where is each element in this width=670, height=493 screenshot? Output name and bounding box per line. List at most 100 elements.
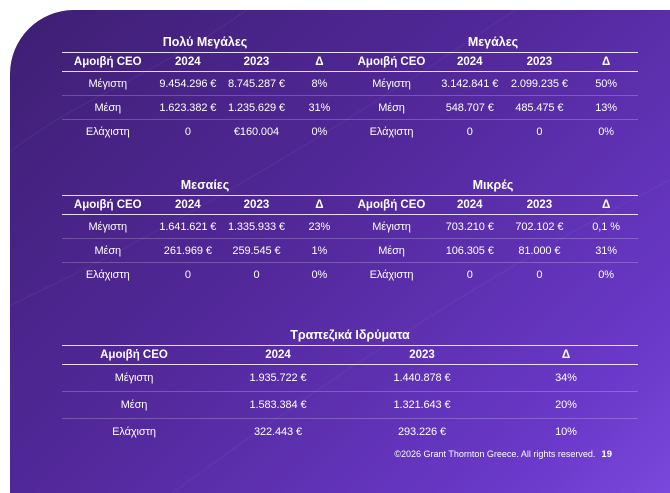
table-row: Μέση 548.707 € 485.475 € 13% <box>348 95 638 120</box>
column-header: Αμοιβή CEO <box>348 53 435 72</box>
table-row: Ελάχιστη 322.443 € 293.226 € 10% <box>62 419 638 446</box>
cell-2024: 322.443 € <box>253 426 303 438</box>
table-row: Μέγιστη 9.454.296 € 8.745.287 € 8% <box>62 71 348 96</box>
cell-2023: 8.745.287 € <box>222 71 291 96</box>
column-header: Δ <box>494 346 638 365</box>
cell-2023: 0 <box>536 268 543 281</box>
cell-2023: 485.475 € <box>504 95 575 120</box>
table-title: Τραπεζικά Ιδρύματα <box>62 325 638 346</box>
cell-2024: 1.583.384 € <box>206 391 350 419</box>
cell-2023: 259.545 € <box>222 238 291 263</box>
table-row: Ελάχιστη 0 0 0% <box>348 263 638 287</box>
table-title: Μεγάλες <box>348 32 638 53</box>
data-table: Αμοιβή CEO 2024 2023 Δ Μέγιστη 3.142.841… <box>348 53 638 143</box>
table-row: Μέση 1.623.382 € 1.235.629 € 31% <box>62 95 348 120</box>
header-row: Αμοιβή CEO 2024 2023 Δ <box>62 196 348 215</box>
row-label: Ελάχιστη <box>85 268 130 281</box>
column-header: 2024 <box>435 53 505 72</box>
column-header: 2023 <box>504 53 575 72</box>
column-header: 2024 <box>153 196 223 215</box>
table-row: Ελάχιστη 0 0 0% <box>348 120 638 144</box>
cell-2024: 0 <box>466 268 473 281</box>
column-header: Αμοιβή CEO <box>348 196 435 215</box>
row-label: Ελάχιστη <box>369 125 414 138</box>
table-medium: Μεσαίες Αμοιβή CEO 2024 2023 Δ Μέγιστη 1… <box>62 175 348 286</box>
cell-delta: 1% <box>290 238 348 263</box>
column-header: Αμοιβή CEO <box>62 346 206 365</box>
table-title: Πολύ Μεγάλες <box>62 32 348 53</box>
data-table: Αμοιβή CEO 2024 2023 Δ Μέγιστη 703.210 €… <box>348 196 638 286</box>
table-row: Μέγιστη 3.142.841 € 2.099.235 € 50% <box>348 71 638 96</box>
row-label: Ελάχιστη <box>112 426 156 438</box>
cell-delta: 0,1 % <box>574 214 638 239</box>
column-header: 2024 <box>153 53 223 72</box>
cell-delta: 23% <box>290 214 348 239</box>
cell-delta: 34% <box>494 364 638 392</box>
data-table: Αμοιβή CEO 2024 2023 Δ Μέγιστη 9.454.296… <box>62 53 348 143</box>
table-row: Ελάχιστη 0 €160.004 0% <box>62 120 348 144</box>
column-header: Δ <box>574 196 638 215</box>
cell-2024: 548.707 € <box>435 95 505 120</box>
table-large: Μεγάλες Αμοιβή CEO 2024 2023 Δ Μέγιστη 3… <box>348 32 638 143</box>
cell-delta: 31% <box>290 95 348 120</box>
cell-delta: 31% <box>574 238 638 263</box>
row-label: Μέγιστη <box>348 214 435 239</box>
cell-2024: 1.623.382 € <box>153 95 223 120</box>
cell-2024: 1.935.722 € <box>206 364 350 392</box>
row-label: Μέση <box>62 391 206 419</box>
page-number: 19 <box>601 449 612 460</box>
table-row: Μέγιστη 1.641.621 € 1.335.933 € 23% <box>62 214 348 239</box>
cell-2023: 2.099.235 € <box>504 71 575 96</box>
table-row: Μέγιστη 1.935.722 € 1.440.878 € 34% <box>62 364 638 392</box>
cell-2024: 0 <box>466 125 473 138</box>
column-header: 2023 <box>222 53 291 72</box>
column-header: Δ <box>290 196 348 215</box>
cell-2023: 1.321.643 € <box>350 391 494 419</box>
row-label: Μέση <box>62 95 154 120</box>
header-row: Αμοιβή CEO 2024 2023 Δ <box>62 346 638 365</box>
slide: Πολύ Μεγάλες Αμοιβή CEO 2024 2023 Δ Μέγι… <box>10 10 670 493</box>
cell-2023: 1.335.933 € <box>222 214 291 239</box>
cell-2023: 293.226 € <box>397 426 447 438</box>
row-label: Ελάχιστη <box>85 125 130 138</box>
cell-delta: 0% <box>598 268 614 281</box>
cell-delta: 0% <box>311 125 328 138</box>
column-header: 2023 <box>350 346 494 365</box>
cell-2024: 1.641.621 € <box>153 214 223 239</box>
column-header: 2023 <box>504 196 575 215</box>
cell-2024: 106.305 € <box>435 238 505 263</box>
column-header: Δ <box>574 53 638 72</box>
table-row: Μέση 1.583.384 € 1.321.643 € 20% <box>62 391 638 419</box>
table-row: Μέγιστη 703.210 € 702.102 € 0,1 % <box>348 214 638 239</box>
header-row: Αμοιβή CEO 2024 2023 Δ <box>62 53 348 72</box>
cell-2023: 0 <box>253 268 260 281</box>
table-row: Ελάχιστη 0 0 0% <box>62 263 348 287</box>
cell-2024: 261.969 € <box>153 238 223 263</box>
row-label: Μέγιστη <box>348 71 435 96</box>
header-row: Αμοιβή CEO 2024 2023 Δ <box>348 53 638 72</box>
copyright-text: ©2026 Grant Thornton Greece. All rights … <box>394 449 596 459</box>
row-label: Μέγιστη <box>62 214 154 239</box>
column-header: 2023 <box>222 196 291 215</box>
cell-2024: 9.454.296 € <box>153 71 223 96</box>
row-label: Μέση <box>62 238 154 263</box>
cell-2024: 0 <box>184 268 191 281</box>
column-header: 2024 <box>206 346 350 365</box>
table-row: Μέση 106.305 € 81.000 € 31% <box>348 238 638 263</box>
row-label: Μέγιστη <box>62 71 154 96</box>
cell-delta: 0% <box>311 268 328 281</box>
cell-2024: 3.142.841 € <box>435 71 505 96</box>
column-header: 2024 <box>435 196 505 215</box>
cell-delta: 10% <box>555 426 577 438</box>
cell-2024: 703.210 € <box>435 214 505 239</box>
table-banking-institutions: Τραπεζικά Ιδρύματα Αμοιβή CEO 2024 2023 … <box>62 325 638 445</box>
cell-2023: 0 <box>536 125 543 138</box>
row-label: Ελάχιστη <box>369 268 414 281</box>
cell-2023: 1.235.629 € <box>222 95 291 120</box>
cell-2023: 81.000 € <box>504 238 575 263</box>
column-header: Δ <box>290 53 348 72</box>
data-table: Αμοιβή CEO 2024 2023 Δ Μέγιστη 1.935.722… <box>62 346 638 445</box>
cell-2023: €160.004 <box>233 125 279 138</box>
cell-delta: 8% <box>290 71 348 96</box>
table-title: Μεσαίες <box>62 175 348 196</box>
